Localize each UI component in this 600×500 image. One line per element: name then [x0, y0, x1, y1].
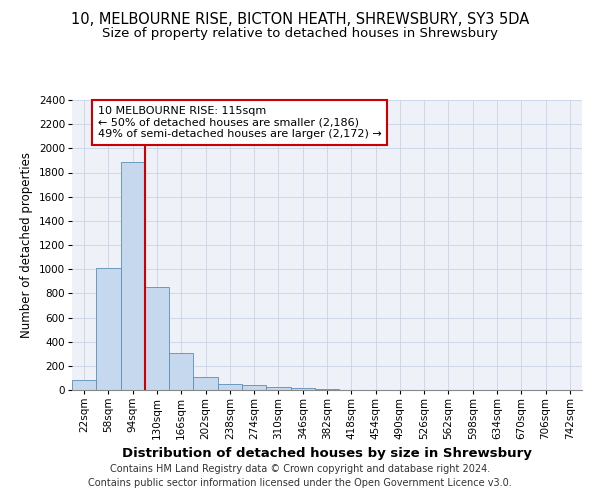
Bar — [242, 385, 266, 390]
Bar — [169, 352, 193, 390]
Bar — [266, 387, 290, 390]
Text: 10, MELBOURNE RISE, BICTON HEATH, SHREWSBURY, SY3 5DA: 10, MELBOURNE RISE, BICTON HEATH, SHREWS… — [71, 12, 529, 28]
Bar — [96, 268, 121, 390]
X-axis label: Distribution of detached houses by size in Shrewsbury: Distribution of detached houses by size … — [122, 448, 532, 460]
Bar — [121, 162, 145, 390]
Bar — [218, 384, 242, 390]
Bar — [193, 376, 218, 390]
Bar — [72, 380, 96, 390]
Bar — [145, 286, 169, 390]
Y-axis label: Number of detached properties: Number of detached properties — [20, 152, 33, 338]
Bar — [290, 388, 315, 390]
Text: Size of property relative to detached houses in Shrewsbury: Size of property relative to detached ho… — [102, 28, 498, 40]
Text: 10 MELBOURNE RISE: 115sqm
← 50% of detached houses are smaller (2,186)
49% of se: 10 MELBOURNE RISE: 115sqm ← 50% of detac… — [97, 106, 381, 139]
Text: Contains HM Land Registry data © Crown copyright and database right 2024.
Contai: Contains HM Land Registry data © Crown c… — [88, 464, 512, 487]
